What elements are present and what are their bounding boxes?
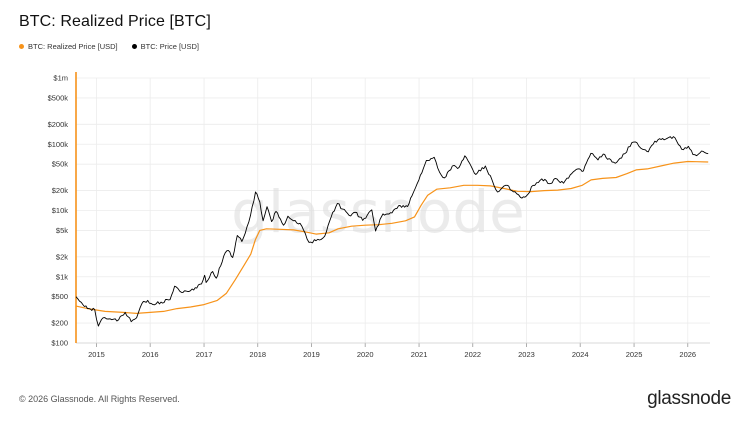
y-tick-label: $100 (51, 339, 68, 348)
y-tick-label: $5k (56, 226, 68, 235)
x-tick-label: 2026 (679, 350, 696, 359)
x-tick-label: 2018 (249, 350, 266, 359)
axes: $100 $200 $500 $1k $2k $5k $10k $20k $50k $100k $2… (48, 72, 710, 359)
glassnode-logo[interactable]: glassnode (647, 388, 731, 409)
series (75, 136, 709, 327)
watermark: glassnode (231, 178, 525, 246)
y-tick-label: $20k (52, 186, 69, 195)
y-tick-label: $1m (53, 74, 68, 83)
y-tick-label: $100k (48, 140, 69, 149)
legend-label-price: BTC: Price [USD] (140, 42, 199, 51)
y-tick-label: $200 (51, 319, 68, 328)
y-tick-label: $10k (52, 206, 69, 215)
y-tick-label: $500 (51, 292, 68, 301)
realized-price-line (75, 160, 709, 314)
x-tick-label: 2015 (88, 350, 105, 359)
x-tick-label: 2020 (357, 350, 374, 359)
copyright-footer: © 2026 Glassnode. All Rights Reserved. (19, 394, 180, 404)
legend-dot-price (131, 44, 137, 49)
x-tick-label: 2016 (142, 350, 159, 359)
price-line (75, 136, 709, 327)
legend[interactable]: BTC: Realized Price [USD] BTC: Price [US… (19, 42, 199, 51)
x-tick-label: 2024 (572, 350, 589, 359)
legend-item-realized-price[interactable]: BTC: Realized Price [USD] (19, 42, 118, 51)
x-tick-label: 2017 (196, 350, 213, 359)
y-tick-label: $2k (56, 252, 68, 261)
legend-item-price[interactable]: BTC: Price [USD] (131, 42, 199, 51)
x-tick-label: 2022 (464, 350, 481, 359)
y-tick-label: $500k (48, 93, 69, 102)
grid (76, 77, 710, 344)
x-tick-label: 2019 (303, 350, 320, 359)
x-tick-label: 2025 (626, 350, 643, 359)
y-tick-label: $1k (56, 272, 68, 281)
y-tick-label: $50k (52, 160, 69, 169)
y-tick-label: $200k (48, 120, 69, 129)
legend-label-realized-price: BTC: Realized Price [USD] (28, 42, 118, 51)
x-tick-label: 2023 (518, 350, 535, 359)
chart-title: BTC: Realized Price [BTC] (19, 13, 211, 30)
legend-dot-realized-price (19, 44, 24, 49)
x-tick-label: 2021 (411, 350, 428, 359)
